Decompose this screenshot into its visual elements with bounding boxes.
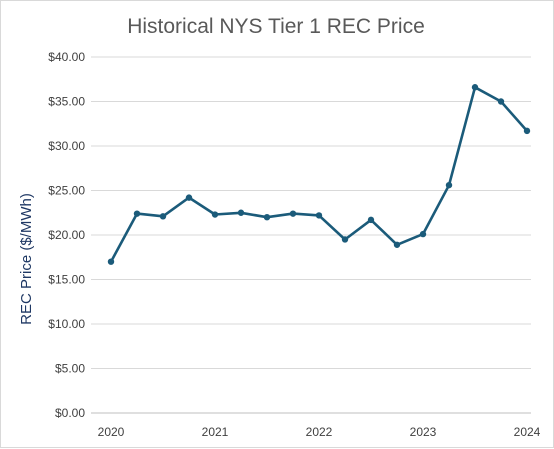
chart-title: Historical NYS Tier 1 REC Price	[127, 15, 425, 38]
y-tick-label: $10.00	[48, 317, 85, 331]
data-point	[315, 212, 323, 219]
data-point	[419, 230, 427, 238]
data-point	[263, 214, 271, 221]
y-tick-label: $35.00	[48, 95, 85, 109]
data-point	[497, 98, 505, 105]
y-tick-label: $5.00	[55, 362, 85, 376]
data-point	[185, 194, 193, 201]
data-point	[107, 258, 115, 265]
x-tick-labels: 2020 2021 2022 2023 2024	[98, 425, 541, 439]
y-tick-label: $30.00	[48, 139, 85, 153]
data-point	[289, 210, 297, 217]
x-tick-label: 2024	[514, 425, 541, 439]
x-tick-label: 2023	[410, 425, 437, 439]
data-point	[523, 127, 531, 135]
data-point	[237, 209, 245, 216]
data-point	[367, 216, 375, 224]
y-axis-label: REC Price ($/MWh)	[18, 193, 35, 325]
data-point	[159, 213, 167, 220]
data-point	[393, 241, 401, 248]
y-tick-labels: $0.00 $5.00 $10.00 $15.00 $20.00 $25.00 $30.00…	[48, 50, 85, 420]
x-tick-label: 2022	[306, 425, 333, 439]
series-price	[107, 84, 531, 265]
series-line	[109, 86, 529, 264]
x-tick-label: 2021	[202, 425, 229, 439]
data-point	[211, 211, 219, 218]
data-point	[445, 181, 453, 189]
data-point	[341, 236, 349, 243]
data-point	[133, 210, 141, 217]
y-tick-label: $20.00	[48, 228, 85, 242]
gridlines	[91, 56, 531, 414]
y-tick-label: $25.00	[48, 184, 85, 198]
y-tick-label: $15.00	[48, 273, 85, 287]
data-point	[471, 84, 479, 91]
y-tick-label: $0.00	[55, 406, 85, 420]
x-tick-label: 2020	[98, 425, 125, 439]
y-tick-label: $40.00	[48, 50, 85, 64]
